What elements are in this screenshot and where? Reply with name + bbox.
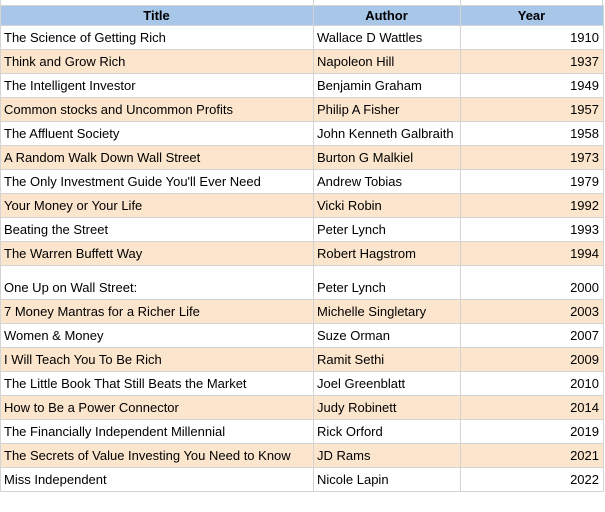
cell-year[interactable]: 2009 — [460, 347, 604, 372]
table-row: Your Money or Your Life Vicki Robin 1992 — [0, 193, 604, 218]
cell-author[interactable]: Andrew Tobias — [313, 169, 461, 194]
table-row: The Science of Getting Rich Wallace D Wa… — [0, 25, 604, 50]
partial-cell — [0, 0, 314, 5]
cell-author[interactable]: Judy Robinett — [313, 395, 461, 420]
cell-title[interactable]: The Financially Independent Millennial — [0, 419, 314, 444]
table-row: Beating the Street Peter Lynch 1993 — [0, 217, 604, 242]
table-row: The Little Book That Still Beats the Mar… — [0, 371, 604, 396]
table-row: 7 Money Mantras for a Richer Life Michel… — [0, 299, 604, 324]
table-row-tall: One Up on Wall Street: Peter Lynch 2000 — [0, 265, 604, 300]
cell-title[interactable]: The Only Investment Guide You'll Ever Ne… — [0, 169, 314, 194]
table-row: The Secrets of Value Investing You Need … — [0, 443, 604, 468]
partial-cell — [461, 0, 603, 5]
cell-author[interactable]: Napoleon Hill — [313, 49, 461, 74]
cell-year[interactable]: 1949 — [460, 73, 604, 98]
cell-author[interactable]: Peter Lynch — [313, 217, 461, 242]
table-row: The Financially Independent Millennial R… — [0, 419, 604, 444]
cell-year[interactable]: 2022 — [460, 467, 604, 492]
cell-author[interactable]: Suze Orman — [313, 323, 461, 348]
column-header-title[interactable]: Title — [0, 5, 314, 26]
cell-year[interactable]: 2003 — [460, 299, 604, 324]
cell-title[interactable]: A Random Walk Down Wall Street — [0, 145, 314, 170]
table-row: Think and Grow Rich Napoleon Hill 1937 — [0, 49, 604, 74]
cell-year[interactable]: 1958 — [460, 121, 604, 146]
cell-title[interactable]: The Intelligent Investor — [0, 73, 314, 98]
cell-title[interactable]: Miss Independent — [0, 467, 314, 492]
table-row: The Warren Buffett Way Robert Hagstrom 1… — [0, 241, 604, 266]
cell-author[interactable]: Robert Hagstrom — [313, 241, 461, 266]
table-row: The Only Investment Guide You'll Ever Ne… — [0, 169, 604, 194]
table-row: How to Be a Power Connector Judy Robinet… — [0, 395, 604, 420]
cell-author[interactable]: Joel Greenblatt — [313, 371, 461, 396]
cell-year[interactable]: 2000 — [460, 265, 604, 300]
cell-author[interactable]: John Kenneth Galbraith — [313, 121, 461, 146]
cell-author[interactable]: Wallace D Wattles — [313, 25, 461, 50]
column-header-author[interactable]: Author — [313, 5, 461, 26]
cell-title[interactable]: Your Money or Your Life — [0, 193, 314, 218]
partial-row-above — [0, 0, 603, 5]
cell-year[interactable]: 1992 — [460, 193, 604, 218]
cell-year[interactable]: 2019 — [460, 419, 604, 444]
cell-author[interactable]: Benjamin Graham — [313, 73, 461, 98]
table-row: The Intelligent Investor Benjamin Graham… — [0, 73, 604, 98]
cell-year[interactable]: 1994 — [460, 241, 604, 266]
column-header-year[interactable]: Year — [460, 5, 604, 26]
cell-author[interactable]: Ramit Sethi — [313, 347, 461, 372]
cell-year[interactable]: 2021 — [460, 443, 604, 468]
cell-author[interactable]: Rick Orford — [313, 419, 461, 444]
cell-title[interactable]: The Warren Buffett Way — [0, 241, 314, 266]
cell-author[interactable]: Philip A Fisher — [313, 97, 461, 122]
table-row: A Random Walk Down Wall Street Burton G … — [0, 145, 604, 170]
cell-title[interactable]: Beating the Street — [0, 217, 314, 242]
books-table: Title Author Year The Science of Getting… — [0, 5, 604, 492]
table-row: Common stocks and Uncommon Profits Phili… — [0, 97, 604, 122]
cell-author[interactable]: Burton G Malkiel — [313, 145, 461, 170]
cell-title[interactable]: How to Be a Power Connector — [0, 395, 314, 420]
cell-author[interactable]: Michelle Singletary — [313, 299, 461, 324]
cell-author[interactable]: JD Rams — [313, 443, 461, 468]
cell-year[interactable]: 1957 — [460, 97, 604, 122]
cell-title[interactable]: The Science of Getting Rich — [0, 25, 314, 50]
cell-title[interactable]: I Will Teach You To Be Rich — [0, 347, 314, 372]
table-row: Women & Money Suze Orman 2007 — [0, 323, 604, 348]
cell-year[interactable]: 2010 — [460, 371, 604, 396]
table-row: The Affluent Society John Kenneth Galbra… — [0, 121, 604, 146]
cell-title[interactable]: The Secrets of Value Investing You Need … — [0, 443, 314, 468]
cell-year[interactable]: 1993 — [460, 217, 604, 242]
header-row: Title Author Year — [0, 5, 604, 26]
cell-title[interactable]: The Affluent Society — [0, 121, 314, 146]
partial-cell — [314, 0, 461, 5]
cell-title[interactable]: Common stocks and Uncommon Profits — [0, 97, 314, 122]
cell-title[interactable]: One Up on Wall Street: — [0, 265, 314, 300]
cell-year[interactable]: 2014 — [460, 395, 604, 420]
cell-year[interactable]: 2007 — [460, 323, 604, 348]
table-row: Miss Independent Nicole Lapin 2022 — [0, 467, 604, 492]
cell-title[interactable]: The Little Book That Still Beats the Mar… — [0, 371, 314, 396]
table-row: I Will Teach You To Be Rich Ramit Sethi … — [0, 347, 604, 372]
cell-year[interactable]: 1979 — [460, 169, 604, 194]
spreadsheet-view: Title Author Year The Science of Getting… — [0, 0, 604, 492]
cell-title[interactable]: 7 Money Mantras for a Richer Life — [0, 299, 314, 324]
cell-year[interactable]: 1973 — [460, 145, 604, 170]
cell-author[interactable]: Vicki Robin — [313, 193, 461, 218]
cell-year[interactable]: 1910 — [460, 25, 604, 50]
cell-year[interactable]: 1937 — [460, 49, 604, 74]
cell-author[interactable]: Peter Lynch — [313, 265, 461, 300]
cell-title[interactable]: Think and Grow Rich — [0, 49, 314, 74]
cell-author[interactable]: Nicole Lapin — [313, 467, 461, 492]
cell-title[interactable]: Women & Money — [0, 323, 314, 348]
